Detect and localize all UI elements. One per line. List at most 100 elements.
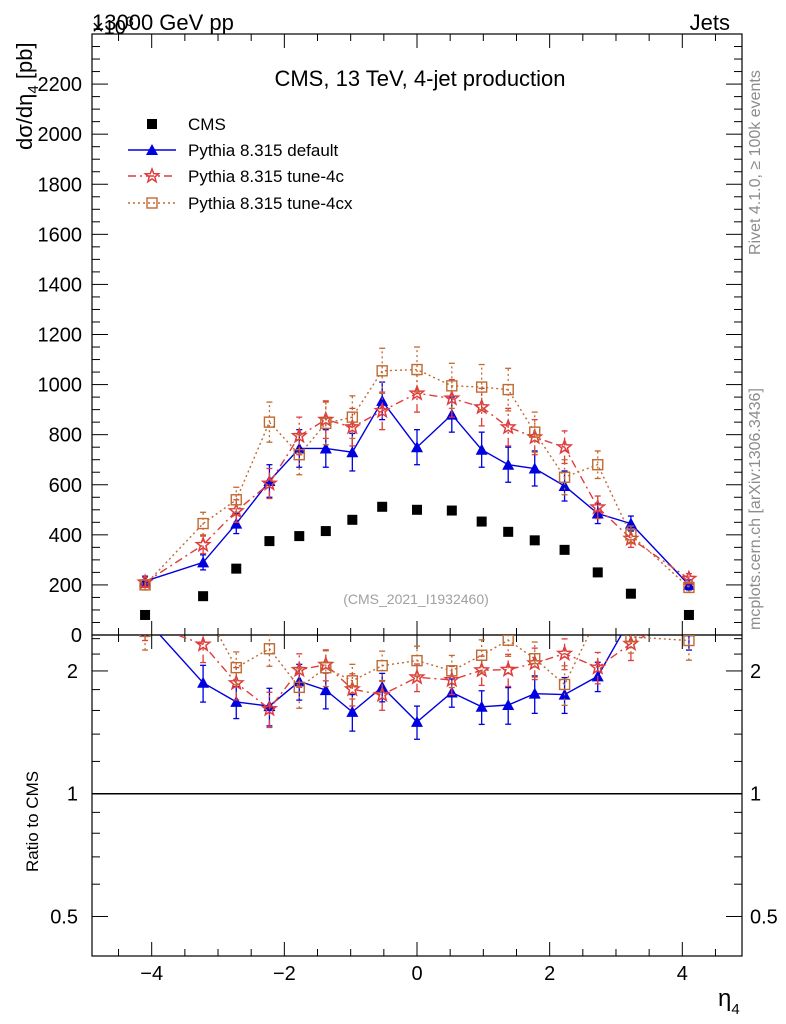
series-3-ratio-point: [263, 643, 276, 655]
cms-data-point: [377, 501, 388, 512]
series-3-ratio-point: [198, 602, 208, 612]
series-2-point: [443, 389, 461, 406]
series-3-point: [320, 417, 332, 430]
series-2-point: [194, 535, 212, 553]
series-3-ratio-point: [320, 662, 332, 674]
ratio-plot-data: [92, 602, 742, 795]
series-1-point: [558, 480, 571, 492]
series-2-point: [343, 418, 362, 435]
series-3-ratio-point: [593, 611, 603, 621]
series-3-point: [411, 363, 423, 376]
x-tick-label: −4: [140, 963, 163, 985]
x-tick-label: 0: [411, 963, 422, 985]
legend: CMS Pythia 8.315 default Pythia 8.315 tune…: [128, 115, 353, 213]
series-1-point: [197, 556, 210, 568]
y-axis-title: dσ/dη4 [pb]: [12, 42, 42, 150]
series-2-point: [317, 410, 335, 428]
series-1-point: [411, 441, 423, 453]
y-tick-label: 600: [49, 475, 82, 497]
series-2-point: [589, 498, 607, 515]
series-3-ratio-point: [293, 681, 305, 694]
series-1-ratio-point: [230, 695, 243, 707]
series-2-ratio-point: [227, 673, 245, 691]
series-3-point: [230, 494, 242, 506]
cms-data-point: [683, 609, 694, 620]
series-1-point: [346, 446, 359, 458]
y-tick-label: 400: [49, 525, 82, 547]
main-plot-data: [136, 346, 698, 620]
series-3-ratio-point: [411, 654, 423, 667]
cms-data-point: [140, 609, 151, 620]
series-1-ratio-point: [528, 687, 541, 699]
y-tick-label: 1000: [38, 375, 83, 397]
chart-title: CMS, 13 TeV, 4-jet production: [274, 66, 565, 91]
x-tick-label: −2: [273, 963, 296, 985]
series-2-line: [144, 392, 690, 583]
series-2-ratio-point: [408, 668, 426, 685]
x-axis-title: η4: [718, 985, 740, 1018]
series-3-point: [558, 471, 571, 483]
series-2-point: [260, 474, 279, 491]
cms-data-point: [503, 526, 514, 537]
y-tick-label: 1400: [38, 274, 83, 296]
series-1-ratio-point: [625, 612, 637, 623]
y-tick-label: 1800: [38, 174, 83, 196]
process-label: Jets: [690, 10, 730, 35]
series-1-point: [230, 517, 243, 529]
series-2-point: [680, 569, 698, 587]
x-tick-label: 2: [544, 963, 555, 985]
series-2-point: [373, 401, 391, 419]
legend-series-3-marker: [146, 197, 158, 209]
series-1-point: [502, 458, 515, 470]
series-2-point: [499, 418, 517, 435]
series-2-point: [227, 501, 245, 519]
series-2-ratio-point: [443, 670, 461, 688]
cms-data-point: [446, 505, 457, 516]
series-3-ratio-point: [529, 653, 541, 665]
ratio-tick-label-left: 0.5: [50, 906, 78, 928]
legend-series-1-marker: [146, 144, 158, 155]
y-tick-label: 1200: [38, 325, 83, 347]
cms-data-point: [476, 516, 487, 527]
series-1-ratio-point: [197, 676, 210, 688]
series-2-ratio-point: [194, 635, 212, 652]
series-3-ratio-point: [346, 675, 359, 687]
y-tick-label: 1600: [38, 224, 83, 246]
series-2-ratio-point: [472, 661, 491, 678]
cms-data-point: [592, 567, 603, 578]
legend-series-2-label: Pythia 8.315 tune-4c: [188, 167, 344, 186]
series-1-ratio-point: [319, 684, 332, 696]
series-3-point: [293, 449, 305, 461]
series-3-point: [529, 426, 541, 438]
y-tick-label: 2200: [38, 74, 83, 96]
cms-data-point: [347, 514, 358, 525]
series-3-ratio-point: [502, 635, 514, 646]
series-1-point: [682, 578, 695, 590]
series-3-ratio-point: [475, 649, 488, 661]
mcplots-credit-label: mcplots.cern.ch [arXiv:1306.3436]: [747, 388, 764, 630]
series-3-ratio-point: [446, 665, 458, 677]
series-2-ratio-line: [175, 635, 648, 710]
series-3-ratio-point: [558, 678, 571, 691]
legend-cms-label: CMS: [188, 115, 226, 134]
cms-data-point: [294, 531, 305, 542]
ratio-plot-frame: [91, 634, 743, 957]
series-1-ratio-point: [346, 705, 359, 717]
series-2-ratio-point: [555, 644, 574, 662]
series-1-line: [144, 399, 690, 586]
series-2-ratio-point: [373, 685, 391, 703]
series-3-point: [446, 380, 458, 392]
series-3-line: [144, 368, 690, 588]
y-tick-label: 2000: [38, 124, 83, 146]
series-3-point: [683, 581, 695, 594]
axis-ticks: −4 −2 0 2 4 0 200 400 600 800 1000 1200 1400 1600 1800…: [38, 34, 778, 985]
series-3-point: [502, 383, 514, 396]
ratio-tick-label-left: 2: [67, 661, 78, 683]
cms-data-point: [625, 588, 636, 599]
cms-data-point: [559, 544, 570, 555]
series-2-point: [555, 438, 574, 455]
series-1-point: [528, 462, 541, 474]
legend-series-3-label: Pythia 8.315 tune-4cx: [188, 194, 353, 213]
series-3-ratio-point: [139, 635, 151, 638]
energy-label: 13000 GeV pp: [92, 10, 234, 35]
